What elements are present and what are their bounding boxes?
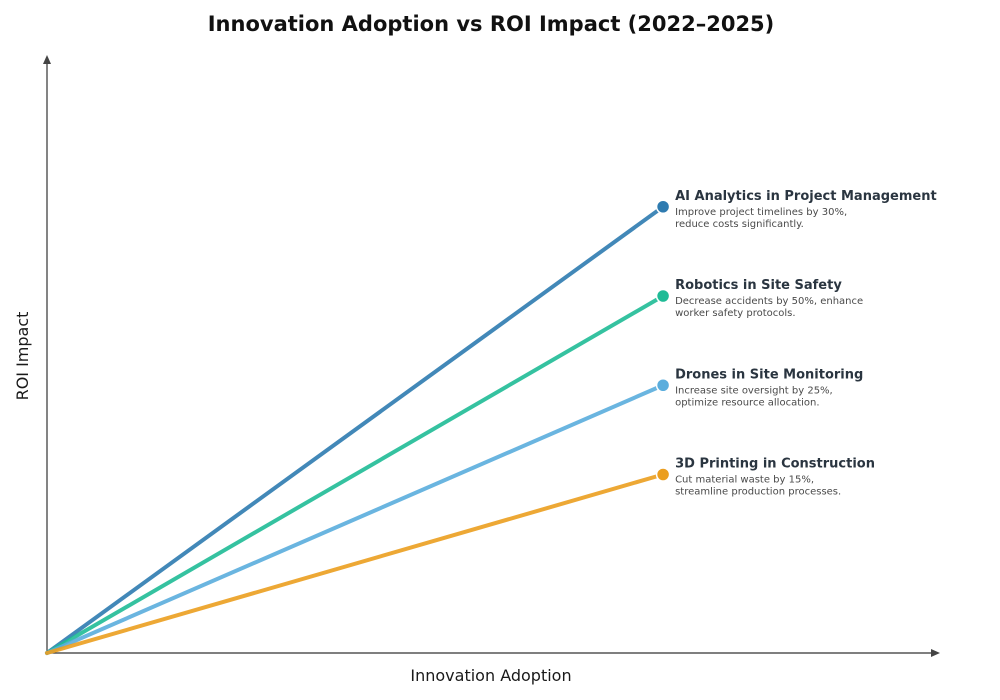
series-0: AI Analytics in Project Management Improv… <box>45 189 937 655</box>
series-layer: AI Analytics in Project Management Improv… <box>45 189 937 655</box>
series-line <box>45 472 666 655</box>
series-line <box>45 294 666 655</box>
series-endpoint <box>655 378 671 393</box>
series-endpoint <box>655 467 671 482</box>
series-title-label: AI Analytics in Project Management <box>675 189 937 204</box>
series-endpoint <box>655 199 671 214</box>
series-description-line: Cut material waste by 15%, <box>675 475 814 486</box>
series-description-line: Improve project timelines by 30%, <box>675 207 847 218</box>
series-line <box>45 383 666 655</box>
x-axis-label: Innovation Adoption <box>410 666 571 685</box>
series-description-line: worker safety protocols. <box>675 308 796 319</box>
axes <box>43 55 940 657</box>
series-title-label: Robotics in Site Safety <box>675 278 842 293</box>
y-axis-label: ROI Impact <box>13 312 32 401</box>
series-description-line: streamline production processes. <box>675 487 841 498</box>
series-description-line: reduce costs significantly. <box>675 219 804 230</box>
series-description-line: Decrease accidents by 50%, enhance <box>675 296 863 307</box>
series-line <box>45 204 666 655</box>
y-axis-arrow-icon <box>43 55 51 64</box>
series-2: Drones in Site Monitoring Increase site o… <box>45 367 863 655</box>
series-3: 3D Printing in Construction Cut material … <box>45 457 875 655</box>
series-endpoint <box>655 288 671 304</box>
series-1: Robotics in Site Safety Decrease accident… <box>45 278 863 655</box>
series-title-label: 3D Printing in Construction <box>675 457 875 472</box>
series-description-line: Increase site oversight by 25%, <box>675 385 833 396</box>
series-title-label: Drones in Site Monitoring <box>675 367 863 382</box>
chart-title: Innovation Adoption vs ROI Impact (2022–… <box>208 12 775 36</box>
x-axis-arrow-icon <box>931 649 940 657</box>
series-description-line: optimize resource allocation. <box>675 397 819 408</box>
